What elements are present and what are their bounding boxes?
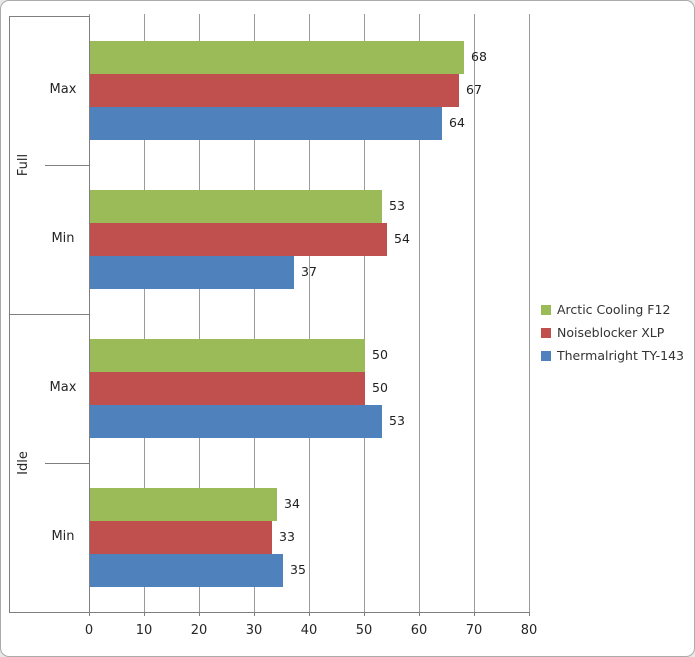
gridline: [144, 14, 145, 612]
legend: Arctic Cooling F12 Noiseblocker XLP Therma…: [541, 298, 684, 367]
data-label: 53: [389, 413, 405, 428]
category-divider-line: [9, 314, 89, 315]
data-label: 68: [471, 49, 487, 64]
category-label-min: Min: [51, 230, 75, 246]
bar-noiseblocker-xlp: [90, 223, 387, 256]
legend-swatch-noiseblocker-xlp: [541, 327, 551, 338]
axis-tick: [364, 612, 365, 616]
gridline: [309, 14, 310, 612]
data-label: 37: [301, 264, 317, 279]
bar-noiseblocker-xlp: [90, 372, 365, 405]
x-tick-label: 40: [300, 623, 318, 638]
legend-label: Arctic Cooling F12: [557, 302, 671, 317]
category-label-max: Max: [49, 379, 77, 395]
legend-item-arctic-cooling-f12: Arctic Cooling F12: [541, 298, 684, 321]
x-tick-label: 70: [465, 623, 483, 638]
bar-arctic-cooling-f12: [90, 41, 464, 74]
group-label-idle: Idle: [16, 451, 31, 475]
data-label: 50: [372, 347, 388, 362]
legend-swatch-arctic-cooling-f12: [541, 304, 551, 315]
bar-thermalright-ty-143: [90, 256, 294, 289]
data-label: 53: [389, 198, 405, 213]
gridline: [254, 14, 255, 612]
x-tick-label: 0: [84, 623, 94, 638]
value-axis-line: [89, 16, 90, 612]
x-tick-label: 10: [135, 623, 153, 638]
gridline: [364, 14, 365, 612]
category-divider-line: [45, 463, 89, 464]
axis-tick: [254, 612, 255, 616]
bar-thermalright-ty-143: [90, 554, 283, 587]
gridline: [474, 14, 475, 612]
data-label: 50: [372, 380, 388, 395]
axis-tick: [199, 612, 200, 616]
bar-noiseblocker-xlp: [90, 74, 459, 107]
axis-tick: [529, 612, 530, 616]
gridline: [529, 14, 530, 612]
legend-swatch-thermalright-ty-143: [541, 350, 551, 361]
x-tick-label: 80: [520, 623, 538, 638]
legend-label: Thermalright TY-143: [557, 348, 684, 363]
data-label: 33: [279, 529, 295, 544]
data-label: 35: [290, 562, 306, 577]
legend-item-thermalright-ty-143: Thermalright TY-143: [541, 344, 684, 367]
category-axis-top-line: [9, 16, 89, 17]
data-label: 67: [466, 82, 482, 97]
legend-item-noiseblocker-xlp: Noiseblocker XLP: [541, 321, 684, 344]
gridline: [419, 14, 420, 612]
axis-tick: [474, 612, 475, 616]
data-label: 34: [284, 496, 300, 511]
x-tick-label: 20: [190, 623, 208, 638]
bar-thermalright-ty-143: [90, 107, 442, 140]
bar-noiseblocker-xlp: [90, 521, 272, 554]
bar-thermalright-ty-143: [90, 405, 382, 438]
category-divider-line: [45, 165, 89, 166]
bar-arctic-cooling-f12: [90, 339, 365, 372]
category-label-min: Min: [51, 528, 75, 544]
axis-tick: [419, 612, 420, 616]
data-label: 54: [394, 231, 410, 246]
bar-arctic-cooling-f12: [90, 488, 277, 521]
bar-arctic-cooling-f12: [90, 190, 382, 223]
x-tick-label: 30: [245, 623, 263, 638]
data-label: 64: [449, 115, 465, 130]
gridline: [199, 14, 200, 612]
axis-tick: [89, 612, 90, 616]
x-tick-label: 60: [410, 623, 428, 638]
x-axis-line: [9, 612, 530, 613]
axis-tick: [144, 612, 145, 616]
x-tick-label: 50: [355, 623, 373, 638]
legend-label: Noiseblocker XLP: [557, 325, 665, 340]
axis-tick: [309, 612, 310, 616]
category-label-max: Max: [49, 81, 77, 97]
group-label-full: Full: [16, 153, 31, 177]
